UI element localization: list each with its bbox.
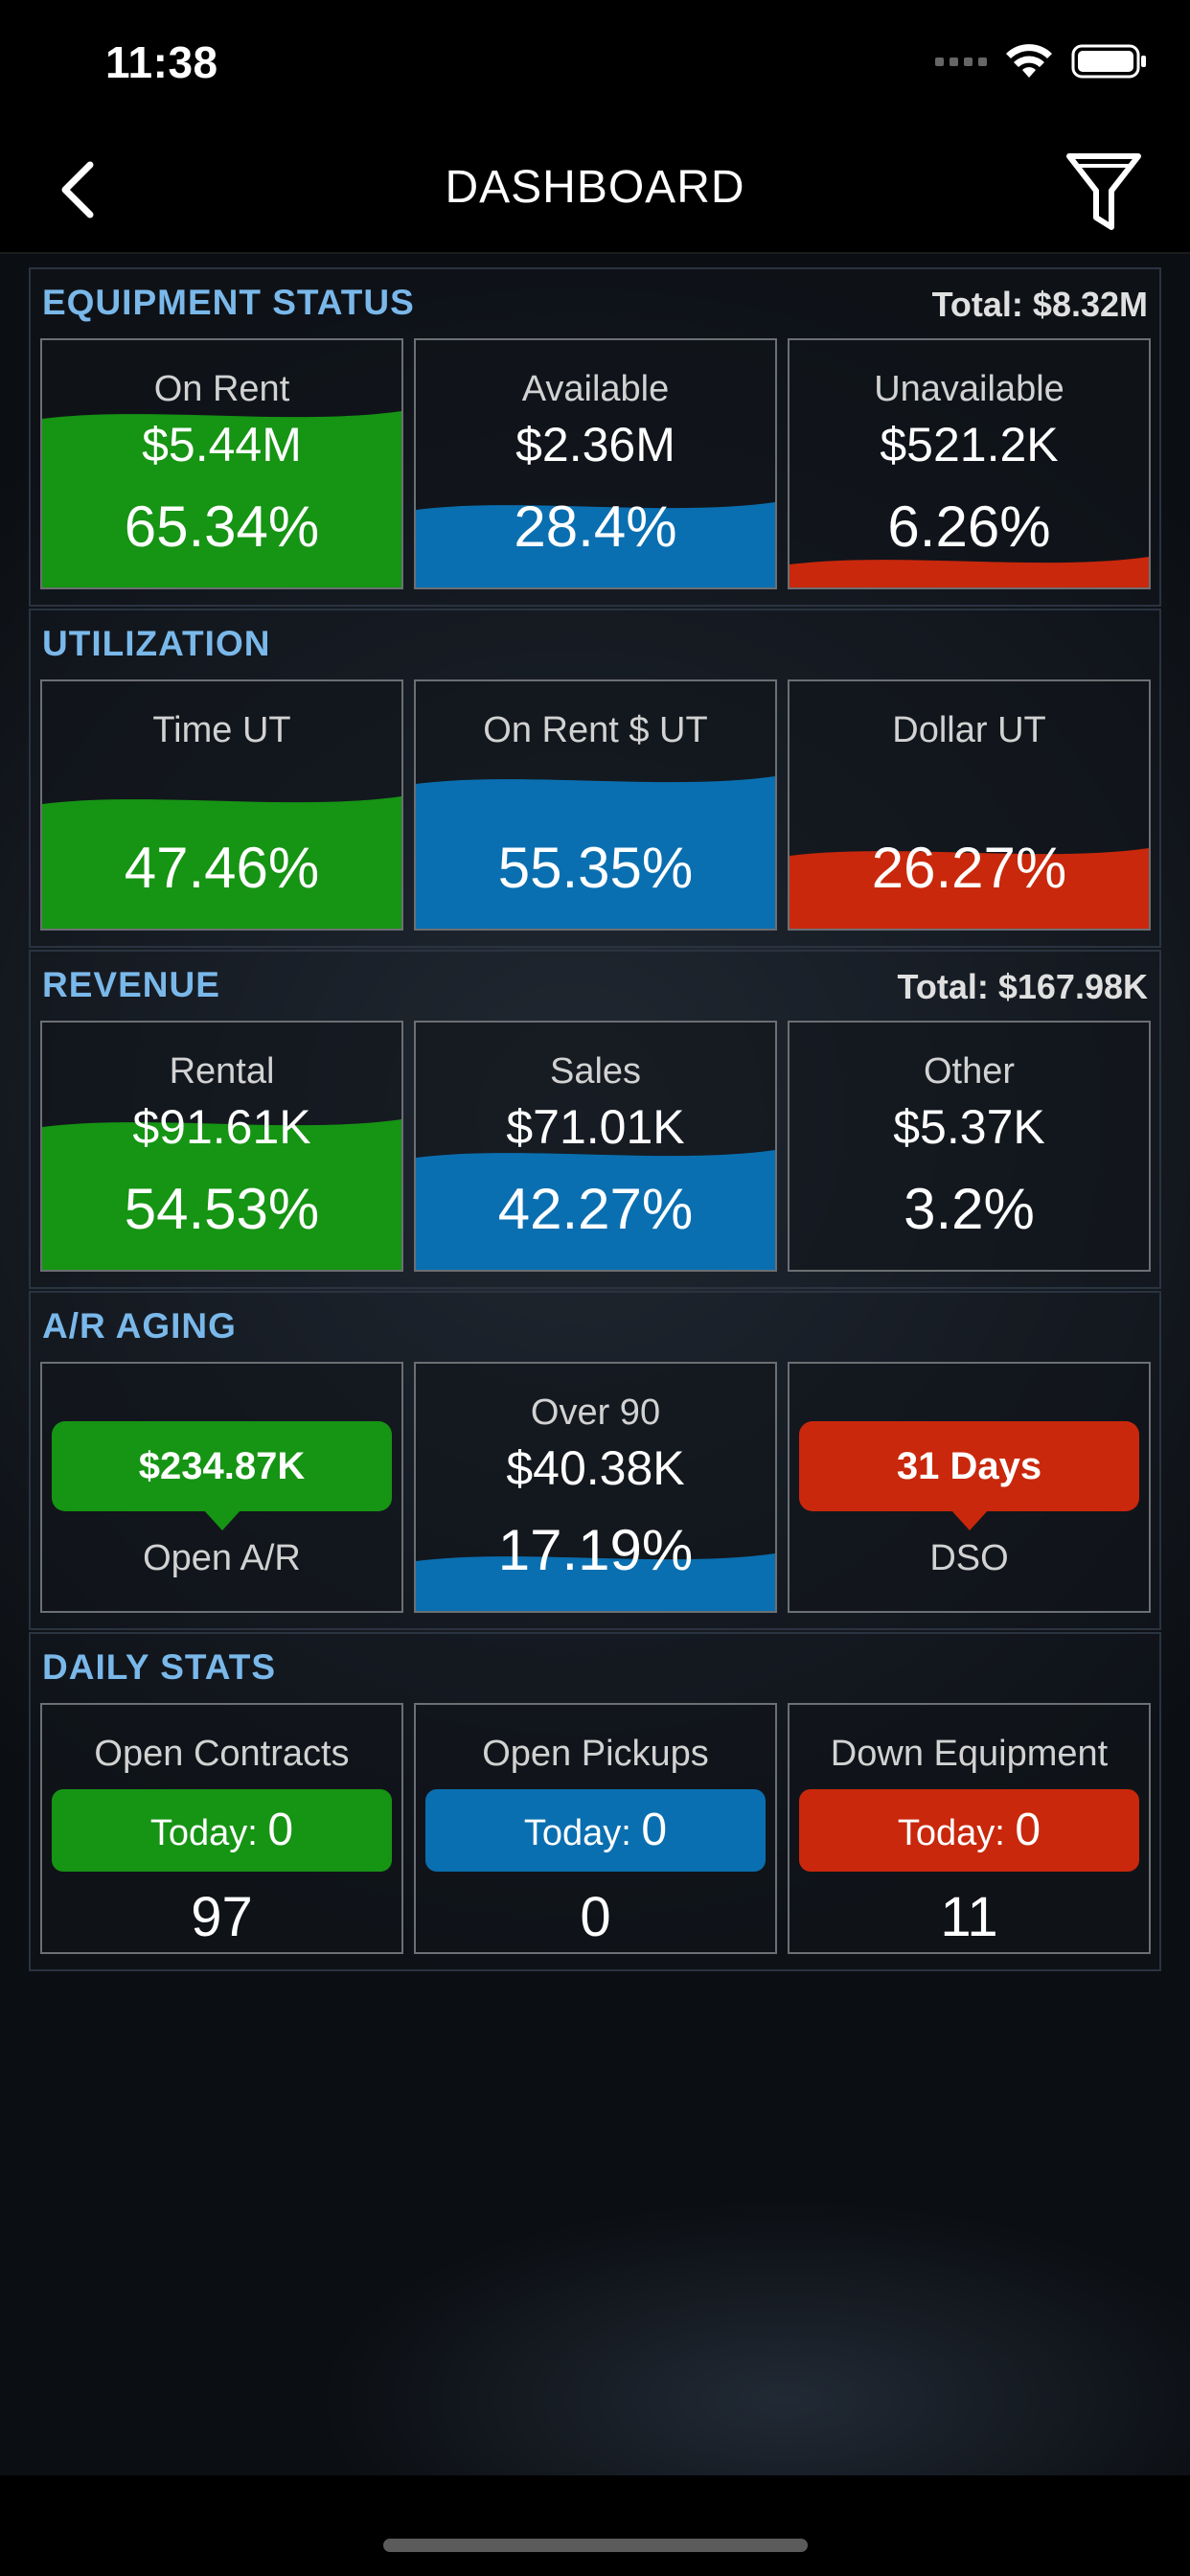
card-percent: 6.26%: [887, 494, 1051, 559]
card-percent: 3.2%: [904, 1177, 1035, 1241]
section-title: REVENUE: [42, 965, 220, 1004]
today-label: Today:: [523, 1813, 631, 1853]
level-fill: [42, 1119, 401, 1270]
chevron-left-icon: [61, 161, 94, 218]
status-time: 11:38: [105, 37, 218, 87]
daily-stats-section: DAILY STATS Open Contracts Today: 0 97 O…: [29, 1632, 1161, 1971]
today-label: Today:: [897, 1813, 1005, 1853]
card-label: On Rent: [153, 369, 290, 409]
today-count: 0: [267, 1805, 294, 1855]
level-fill: [416, 776, 775, 929]
battery-icon: [1071, 44, 1146, 79]
down-equipment-card[interactable]: Down Equipment Today: 0 11: [788, 1703, 1151, 1954]
today-pill: Today: 0: [52, 1789, 392, 1872]
status-bar: 11:38: [0, 0, 1190, 134]
section-title: DAILY STATS: [42, 1647, 277, 1687]
card-label: Unavailable: [874, 369, 1064, 409]
home-bar: [0, 2475, 1190, 2576]
other-card[interactable]: Other $5.37K 3.2%: [788, 1021, 1151, 1272]
revenue-section: REVENUE Total: $167.98K Rental $91.61K 5…: [29, 950, 1161, 1289]
today-pill: Today: 0: [425, 1789, 766, 1872]
equipment-status-section: EQUIPMENT STATUS Total: $8.32M On Rent $…: [29, 267, 1161, 607]
card-percent: 28.4%: [514, 494, 677, 559]
card-percent: 42.27%: [497, 1177, 694, 1241]
utilization-section: UTILIZATION Time UT 47.46% On Rent $ UT …: [29, 609, 1161, 948]
cellular-signal-icon: [935, 57, 987, 66]
level-fill: [790, 557, 1149, 587]
card-percent: 26.27%: [871, 836, 1067, 900]
card-label: Dollar UT: [892, 710, 1046, 750]
filter-button[interactable]: [1056, 144, 1152, 240]
card-amount: $71.01K: [506, 1100, 685, 1154]
total-count: 0: [580, 1886, 611, 1948]
available-card[interactable]: Available $2.36M 28.4%: [414, 338, 777, 589]
card-amount: $5.44M: [142, 418, 302, 472]
today-count: 0: [1015, 1805, 1041, 1855]
today-label: Today:: [149, 1813, 258, 1853]
section-total: Total: $8.32M: [931, 285, 1148, 324]
level-fill: [42, 411, 401, 587]
level-fill: [416, 1150, 775, 1270]
card-label: Open Pickups: [482, 1734, 709, 1774]
open-ar-card[interactable]: $234.87K Open A/R: [40, 1362, 403, 1613]
dso-label: DSO: [929, 1538, 1009, 1578]
open-contracts-card[interactable]: Open Contracts Today: 0 97: [40, 1703, 403, 1954]
filter-icon: [1066, 153, 1141, 230]
section-total: Total: $167.98K: [897, 967, 1148, 1006]
card-label: Over 90: [530, 1392, 661, 1433]
card-amount: $2.36M: [515, 418, 675, 472]
level-fill: [42, 796, 401, 929]
dashboard-content: EQUIPMENT STATUS Total: $8.32M On Rent $…: [0, 254, 1190, 2475]
card-label: On Rent $ UT: [483, 710, 708, 750]
card-label: Down Equipment: [830, 1734, 1109, 1774]
dollar-ut-card[interactable]: Dollar UT 26.27%: [788, 679, 1151, 931]
section-title: UTILIZATION: [42, 624, 271, 663]
sales-card[interactable]: Sales $71.01K 42.27%: [414, 1021, 777, 1272]
on-rent-card[interactable]: On Rent $5.44M 65.34%: [40, 338, 403, 589]
level-fill: [790, 848, 1149, 929]
card-percent: 54.53%: [124, 1177, 320, 1241]
card-amount: $91.61K: [132, 1100, 311, 1154]
total-count: 97: [191, 1886, 253, 1948]
open-ar-label: Open A/R: [143, 1538, 301, 1578]
card-percent: 17.19%: [497, 1518, 694, 1582]
level-fill: [416, 502, 775, 587]
on-rent-dollar-ut-card[interactable]: On Rent $ UT 55.35%: [414, 679, 777, 931]
dso-card[interactable]: 31 Days DSO: [788, 1362, 1151, 1613]
open-pickups-card[interactable]: Open Pickups Today: 0 0: [414, 1703, 777, 1954]
time-ut-card[interactable]: Time UT 47.46%: [40, 679, 403, 931]
home-indicator[interactable]: [383, 2539, 808, 2552]
ar-aging-section: A/R AGING $234.87K Open A/R Over 90 $40.…: [29, 1291, 1161, 1630]
card-label: Open Contracts: [94, 1734, 350, 1774]
rental-card[interactable]: Rental $91.61K 54.53%: [40, 1021, 403, 1272]
unavailable-card[interactable]: Unavailable $521.2K 6.26%: [788, 338, 1151, 589]
card-percent: 65.34%: [124, 494, 320, 559]
card-label: Rental: [169, 1051, 275, 1092]
card-percent: 47.46%: [124, 836, 320, 900]
today-count: 0: [641, 1805, 668, 1855]
card-amount: $40.38K: [506, 1441, 685, 1495]
total-count: 11: [940, 1886, 998, 1948]
open-ar-bubble: $234.87K: [52, 1421, 392, 1530]
page-title: DASHBOARD: [445, 162, 745, 213]
section-title: A/R AGING: [42, 1306, 237, 1346]
level-fill: [416, 1553, 775, 1611]
over-90-card[interactable]: Over 90 $40.38K 17.19%: [414, 1362, 777, 1613]
card-label: Time UT: [152, 710, 291, 750]
wifi-icon: [1006, 44, 1052, 78]
card-amount: $5.37K: [893, 1100, 1045, 1154]
card-label: Sales: [549, 1051, 642, 1092]
today-pill: Today: 0: [799, 1789, 1139, 1872]
status-icons: [935, 42, 1148, 80]
card-amount: $521.2K: [880, 418, 1059, 472]
card-percent: 55.35%: [497, 836, 694, 900]
card-label: Available: [521, 369, 670, 409]
card-label: Other: [923, 1051, 1016, 1092]
dso-bubble: 31 Days: [799, 1421, 1139, 1530]
back-button[interactable]: [38, 151, 115, 228]
nav-bar: DASHBOARD: [0, 134, 1190, 254]
section-title: EQUIPMENT STATUS: [42, 283, 415, 322]
